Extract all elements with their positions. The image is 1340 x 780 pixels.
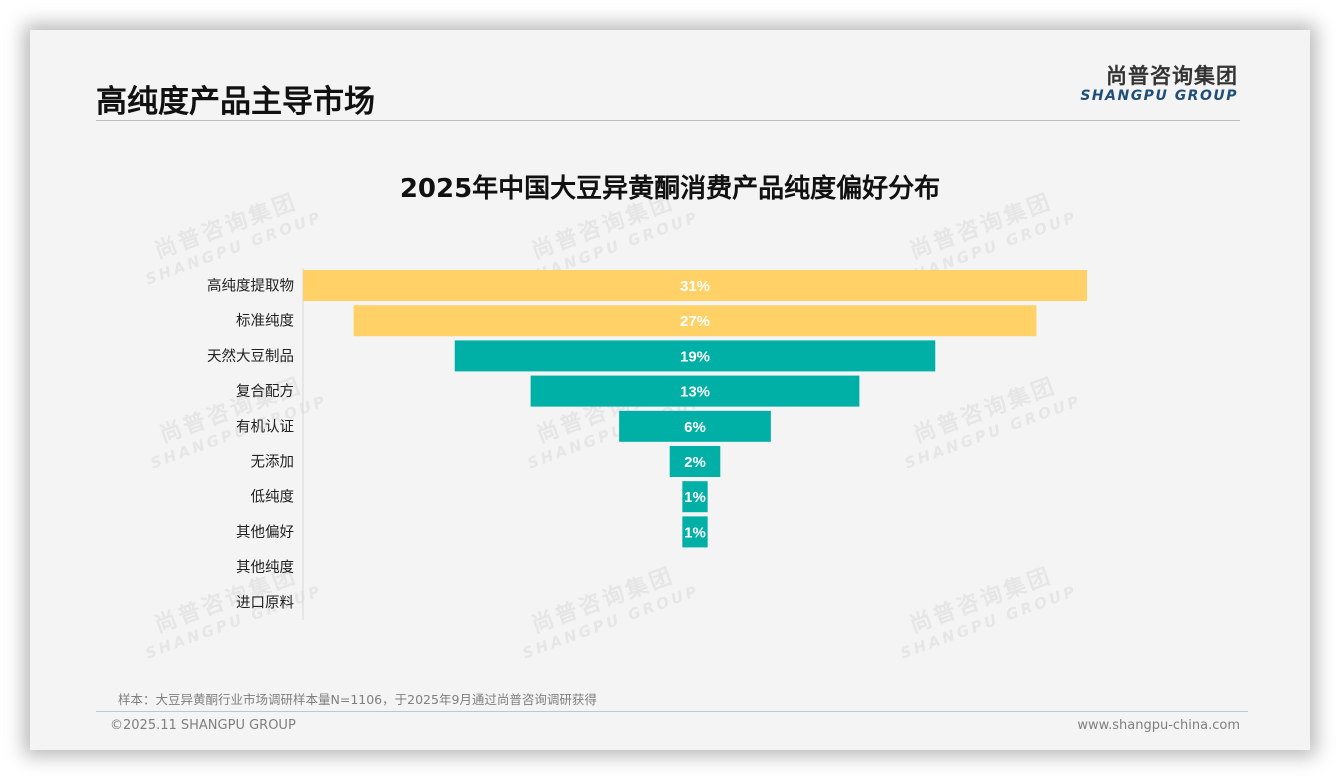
category-tick-label: 标准纯度 [236,313,294,330]
page-title: 高纯度产品主导市场 [96,84,375,120]
data-label: 1% [684,489,706,506]
category-tick-label: 有机认证 [236,418,294,435]
slide: 高纯度产品主导市场 尚普咨询集团 SHANGPU GROUP 尚普咨询集团 SHA… [30,30,1310,750]
chart-title: 2025年中国大豆异黄酮消费产品纯度偏好分布 [399,174,941,204]
funnel-bar [530,375,860,407]
category-tick-label: 低纯度 [251,489,295,506]
data-label: 2% [684,454,706,471]
footer-divider [96,711,1248,712]
funnel-bar [303,270,1087,301]
logo-chinese-name: 尚普咨询集团 [1106,64,1238,88]
funnel-bar [669,446,721,477]
company-logo: 尚普咨询集团 SHANGPU GROUP [1080,64,1238,104]
sample-note: 样本：大豆异黄酮行业市场调研样本量N=1106，于2025年9月通过尚普咨询调研… [118,692,597,707]
category-tick-label: 进口原料 [236,594,294,611]
data-label: 19% [680,348,710,365]
data-label: 31% [680,278,710,295]
category-tick-label: 无添加 [251,454,295,471]
copyright-text: ©2025.11 SHANGPU GROUP [110,718,296,733]
category-tick-label: 高纯度提取物 [207,278,294,295]
funnel-bar [454,340,936,372]
category-tick-label: 其他偏好 [236,524,294,541]
data-label: 6% [684,419,706,436]
category-tick-label: 其他纯度 [236,559,294,576]
category-tick-label: 复合配方 [236,382,294,400]
logo-english-name: SHANGPU GROUP [1080,88,1238,104]
data-label: 1% [684,524,706,541]
funnel-bar [353,305,1037,337]
title-divider [96,120,1240,121]
data-label: 13% [680,384,710,401]
website-link[interactable]: www.shangpu-china.com [1077,718,1240,733]
funnel-bar [619,410,771,442]
funnel-chart: 高纯度提取物 31% 标准纯度 27% 天然大豆制品 19% 复合配方 13% 有机认证 6% 无添… [207,268,1087,620]
funnel-bar [682,481,708,513]
funnel-bar [682,516,708,548]
category-tick-label: 天然大豆制品 [207,348,294,365]
data-label: 27% [680,313,710,330]
